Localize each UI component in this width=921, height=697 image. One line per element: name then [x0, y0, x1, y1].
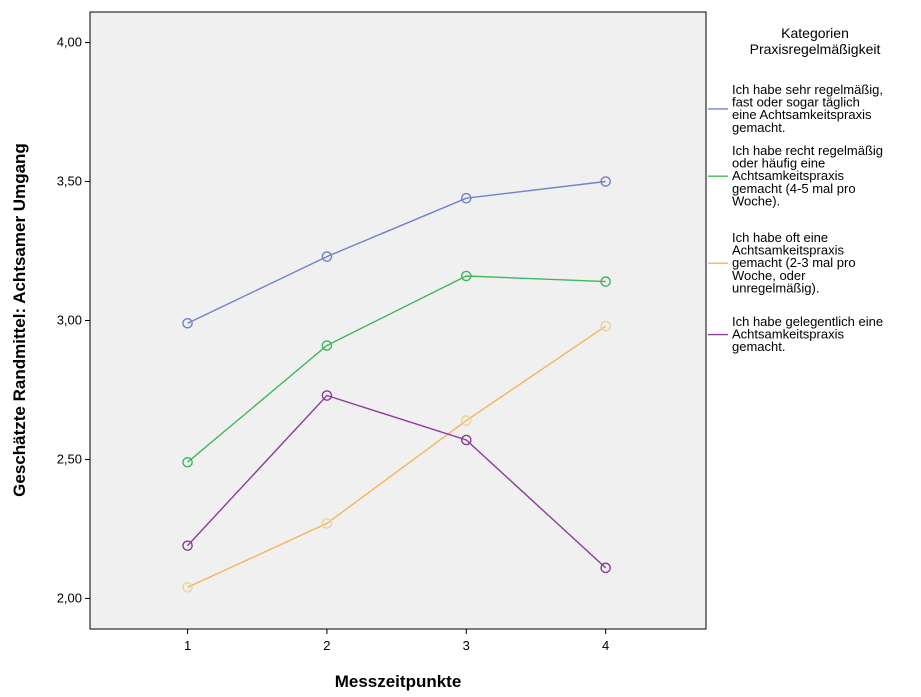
legend-label: Woche). [732, 193, 780, 208]
x-axis-title: Messzeitpunkte [335, 672, 462, 691]
series-2-point [600, 276, 611, 287]
legend-label: Achtsamkeitspraxis [732, 327, 844, 342]
legend-label: Ich habe recht regelmäßig [732, 143, 883, 158]
series-2-point [460, 270, 472, 282]
series-3-point [182, 582, 193, 593]
series-1-point [321, 251, 333, 262]
series-3-point [460, 415, 472, 426]
legend-label: Ich habe sehr regelmäßig, [732, 82, 883, 97]
series-4-point [460, 434, 472, 446]
legend-label: Ich habe gelegentlich eine [732, 314, 883, 329]
series-2-point [321, 340, 333, 351]
legend-title: Kategorien [781, 25, 849, 41]
series-4-point [600, 562, 611, 574]
series-2-point [182, 456, 193, 468]
legend-label: gemacht. [732, 339, 785, 354]
plot-area [89, 11, 707, 630]
legend-label: Achtsamkeitspraxis [732, 243, 844, 258]
y-axis-title: Geschätzte Randmittel: Achtsamer Umgang [10, 143, 29, 497]
legend-label: Ich habe oft eine [732, 230, 828, 245]
series-1-point [600, 176, 611, 187]
x-axis: 1 2 3 4 [184, 629, 609, 653]
legend-label: Achtsamkeitspraxis [732, 168, 844, 183]
series-layer [182, 176, 611, 593]
series-4-point [321, 390, 333, 401]
x-tick-label: 3 [463, 638, 470, 653]
y-tick-label: 2,00 [57, 590, 82, 605]
series-1-point [182, 317, 193, 329]
series-3-point [600, 320, 611, 332]
series-line-2 [187, 275, 606, 463]
x-tick-label: 1 [184, 638, 191, 653]
series-1-point [460, 192, 472, 204]
legend-label: fast oder sogar täglich [732, 95, 860, 110]
legend-label: gemacht. [732, 120, 785, 135]
legend-label: gemacht (4-5 mal pro [732, 181, 856, 196]
legend-label: oder häufig eine [732, 156, 825, 171]
series-3-point [321, 518, 333, 529]
series-line-3 [187, 325, 607, 588]
legend-label: gemacht (2-3 mal pro [732, 255, 856, 270]
legend-title: Praxisregelmäßigkeit [750, 41, 881, 57]
legend-label: eine Achtsamkeitspraxis [732, 107, 872, 122]
y-tick-label: 4,00 [57, 35, 82, 50]
y-tick-label: 3,00 [57, 313, 82, 328]
series-4-point [182, 540, 193, 551]
series-line-4 [187, 394, 607, 569]
y-axis: 2,00 2,50 3,00 3,50 4,00 [57, 35, 90, 605]
x-tick-label: 2 [323, 638, 330, 653]
series-line-1 [187, 180, 606, 324]
y-tick-label: 3,50 [57, 174, 82, 189]
y-tick-label: 2,50 [57, 451, 82, 466]
x-tick-label: 4 [602, 638, 609, 653]
legend-label: Woche, oder [732, 268, 806, 283]
legend-label: unregelmäßig). [732, 280, 819, 295]
